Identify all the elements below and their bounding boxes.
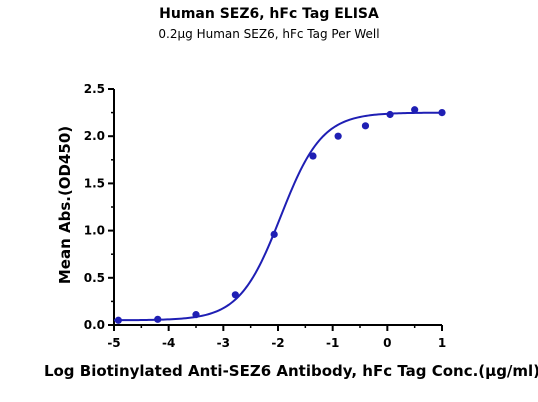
fit-curve	[113, 111, 443, 322]
x-tick-label: -5	[107, 336, 120, 350]
data-points	[114, 106, 446, 324]
y-tick-label: 2.5	[84, 82, 105, 96]
y-tick-label: 1.5	[84, 176, 105, 190]
x-tick-label: -4	[162, 336, 175, 350]
data-point	[192, 311, 200, 319]
data-point	[114, 316, 122, 324]
data-point	[361, 122, 370, 130]
y-tick-label: 1.0	[84, 224, 105, 238]
x-tick-label: 1	[438, 336, 446, 350]
data-point	[334, 132, 342, 140]
y-tick-label: 0.0	[84, 318, 105, 332]
data-point	[386, 110, 394, 119]
x-tick-label: -3	[217, 336, 230, 350]
axes: -5 -4 -3 -2 -1 0 1 0.0 0.5 1.0 1.5 2.0 2.5	[84, 82, 446, 350]
y-tick-label: 2.0	[84, 129, 105, 143]
chart-subtitle: 0.2µg Human SEZ6, hFc Tag Per Well	[158, 27, 380, 41]
x-tick-label: -1	[326, 336, 339, 350]
fit-curve-group	[113, 111, 443, 322]
data-point	[411, 106, 419, 114]
x-axis-label: Log Biotinylated Anti-SEZ6 Antibody, hFc…	[44, 362, 538, 380]
data-point	[270, 230, 278, 238]
chart-title: Human SEZ6, hFc Tag ELISA	[159, 6, 379, 22]
data-point	[231, 291, 239, 299]
data-point	[438, 109, 446, 117]
x-tick-label: 0	[383, 336, 391, 350]
y-tick-label: 0.5	[84, 271, 105, 285]
y-axis-label: Mean Abs.(OD450)	[56, 126, 74, 284]
x-tick-label: -2	[271, 336, 284, 350]
data-point	[309, 152, 317, 160]
data-point	[154, 315, 162, 323]
